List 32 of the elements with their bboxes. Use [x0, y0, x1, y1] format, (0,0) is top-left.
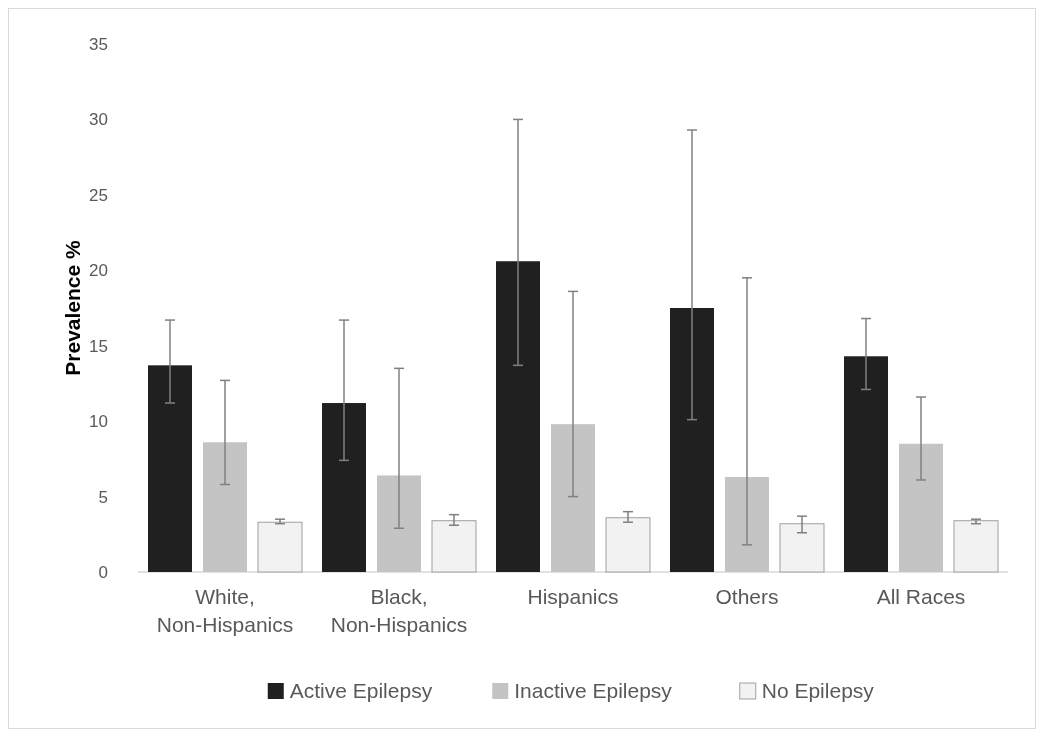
- y-tick-label: 30: [89, 110, 108, 130]
- x-tick-label: Black, Non-Hispanics: [330, 585, 468, 636]
- bar: [605, 517, 651, 573]
- bar: [322, 403, 366, 572]
- x-tick-label: All Races: [876, 585, 966, 608]
- y-tick-label: 10: [89, 412, 108, 432]
- x-tick-label: Hispanics: [527, 585, 619, 608]
- y-tick-label: 5: [98, 487, 108, 507]
- y-tick-label: 35: [89, 34, 108, 54]
- x-tick-label: White, Non-Hispanics: [156, 585, 294, 636]
- bar: [899, 443, 943, 572]
- legend-label: No Epilepsy: [761, 679, 875, 703]
- y-tick-label: 15: [89, 336, 108, 356]
- bar: [431, 520, 477, 573]
- y-axis-title: Prevalence %: [61, 239, 84, 376]
- bar: [953, 520, 999, 573]
- legend-label: Inactive Epilepsy: [514, 679, 673, 703]
- y-tick-label: 25: [89, 185, 108, 205]
- bar: [844, 356, 888, 572]
- y-tick-label: 20: [89, 261, 108, 281]
- bar: [148, 365, 192, 572]
- x-tick-label: Others: [715, 585, 779, 608]
- legend-label: Active Epilepsy: [289, 679, 433, 703]
- y-tick-label: 0: [98, 562, 108, 582]
- bar: [670, 308, 714, 572]
- bar: [779, 523, 825, 573]
- bar: [377, 475, 421, 572]
- bar: [551, 424, 595, 572]
- bar: [203, 442, 247, 572]
- bar: [496, 261, 540, 572]
- bar: [257, 521, 303, 573]
- bar: [725, 476, 769, 572]
